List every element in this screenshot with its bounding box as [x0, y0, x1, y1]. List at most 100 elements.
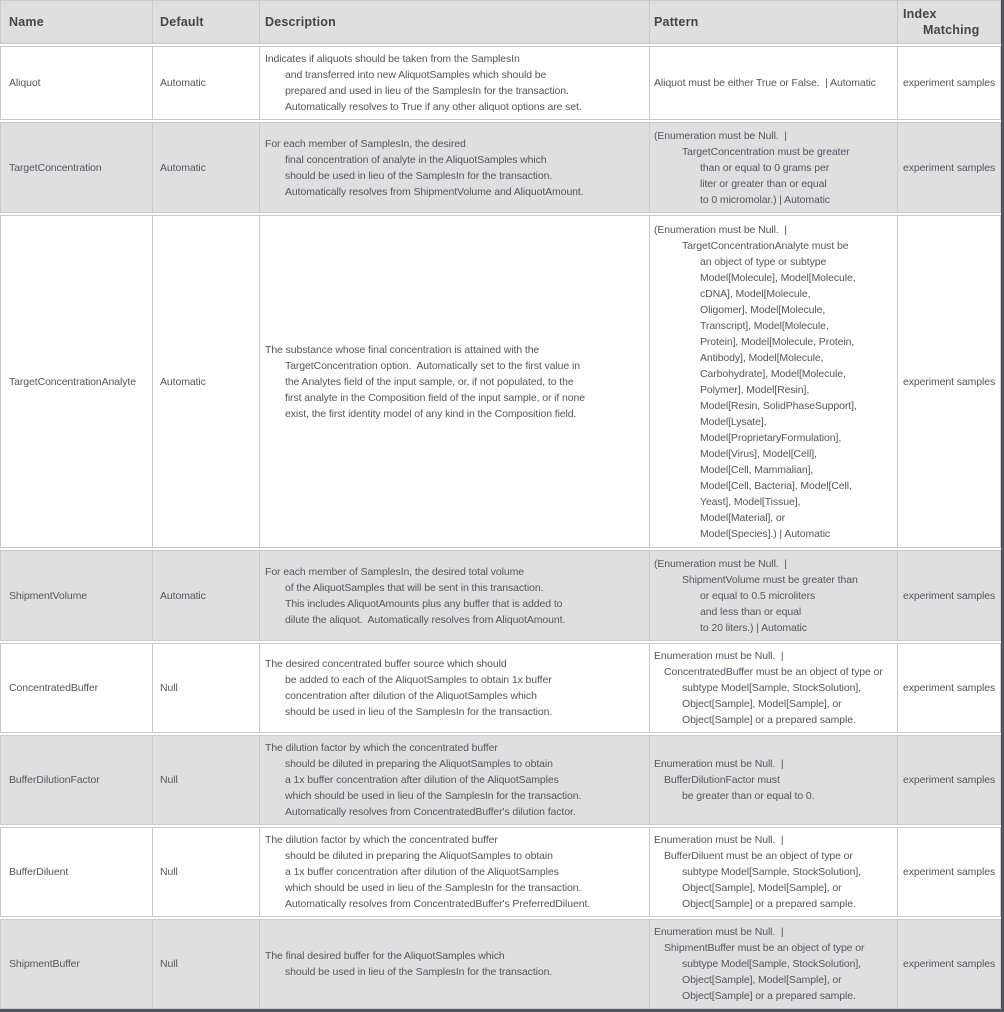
text-line: experiment samples	[903, 77, 996, 89]
text-line: experiment samples	[903, 682, 996, 694]
text-line: Object[Sample], Model[Sample], or	[682, 698, 842, 710]
text-line: should be used in lieu of the SamplesIn …	[285, 169, 553, 182]
table-header-row: Name Default Description Pattern Index Matchi…	[0, 0, 1001, 44]
text-line: exist, the first identity model of any k…	[285, 407, 577, 420]
cell-name: BufferDilutionFactor	[0, 735, 153, 825]
text-line: (Enumeration must be Null. |	[654, 223, 787, 236]
text-line: experiment samples	[903, 375, 996, 388]
text-line: TargetConcentrationAnalyte	[9, 375, 136, 388]
text-line: Pattern	[654, 15, 699, 29]
text-line: should be diluted in preparing the Aliqu…	[285, 758, 553, 770]
text-line: Automatically resolves from ShipmentVolu…	[285, 185, 584, 198]
text-line: or equal to 0.5 microliters	[700, 589, 816, 602]
cell-name: ShipmentVolume	[0, 550, 153, 641]
text-line: Object[Sample], Model[Sample], or	[682, 974, 842, 986]
text-line: concentration after dilution of the Aliq…	[285, 690, 537, 702]
cell-description: For each member of SamplesIn, the desire…	[260, 550, 650, 641]
cell-description: Indicates if aliquots should be taken fr…	[260, 46, 650, 120]
text-line: TargetConcentration must be greater	[682, 145, 850, 158]
cell-name: ConcentratedBuffer	[0, 643, 153, 733]
text-line: TargetConcentration option. Automaticall…	[285, 359, 580, 372]
cell-pattern: Enumeration must be Null. | ShipmentBuffe…	[650, 919, 898, 1009]
text-line: be added to each of the AliquotSamples t…	[285, 674, 552, 686]
text-line: Enumeration must be Null. |	[654, 650, 784, 662]
text-line: a 1x buffer concentration after dilution…	[285, 774, 559, 786]
text-line: Indicates if aliquots should be taken fr…	[265, 53, 520, 65]
cell-index-matching: experiment samples	[898, 735, 1001, 825]
text-line: dilute the aliquot. Automatically resolv…	[285, 613, 566, 626]
cell-index-matching: experiment samples	[898, 827, 1001, 917]
cell-pattern: (Enumeration must be Null. | ShipmentVolu…	[650, 550, 898, 641]
cell-pattern: Enumeration must be Null. | BufferDilutio…	[650, 735, 898, 825]
cell-description: The dilution factor by which the concent…	[260, 827, 650, 917]
text-line: Model[Species].) | Automatic	[700, 527, 831, 540]
text-line: Transcript], Model[Molecule,	[700, 319, 829, 332]
table-row: BufferDilutionFactor Null The dilution fac…	[0, 735, 1001, 825]
cell-default: Null	[153, 827, 260, 917]
column-header-description: Description	[260, 0, 650, 44]
text-line: Description	[265, 15, 336, 29]
text-line: should be used in lieu of the SamplesIn …	[285, 966, 553, 978]
cell-name: BufferDiluent	[0, 827, 153, 917]
cell-description: The substance whose final concentration …	[260, 215, 650, 548]
text-line: cDNA], Model[Molecule,	[700, 287, 811, 300]
text-line: ConcentratedBuffer	[9, 682, 99, 694]
text-line: Null	[160, 774, 178, 786]
cell-description: The final desired buffer for the Aliquot…	[260, 919, 650, 1009]
cell-index-matching: experiment samples	[898, 215, 1001, 548]
text-line: and transferred into new AliquotSamples …	[285, 69, 547, 81]
text-line: ConcentratedBuffer must be an object of …	[664, 666, 883, 678]
cell-pattern: Aliquot must be either True or False. | …	[650, 46, 898, 120]
text-line: subtype Model[Sample, StockSolution],	[682, 866, 861, 878]
cell-description: For each member of SamplesIn, the desire…	[260, 122, 650, 213]
text-line: final concentration of analyte in the Al…	[285, 153, 547, 166]
text-line: Model[Material], or	[700, 511, 786, 524]
cell-name: TargetConcentration	[0, 122, 153, 213]
text-line: the Analytes field of the input sample, …	[285, 375, 574, 388]
text-line: Polymer], Model[Resin],	[700, 383, 810, 396]
column-header-name: Name	[0, 0, 153, 44]
text-line: Model[Lysate],	[700, 415, 767, 428]
column-header-index: Index Matching	[898, 0, 1001, 44]
text-line: experiment samples	[903, 958, 996, 970]
cell-pattern: Enumeration must be Null. | ConcentratedB…	[650, 643, 898, 733]
text-line: to 20 liters.) | Automatic	[700, 621, 807, 634]
cell-index-matching: experiment samples	[898, 122, 1001, 213]
text-line: subtype Model[Sample, StockSolution],	[682, 958, 861, 970]
cell-name: TargetConcentrationAnalyte	[0, 215, 153, 548]
text-line: Object[Sample] or a prepared sample.	[682, 898, 856, 910]
text-line: Model[Cell, Mammalian],	[700, 463, 814, 476]
text-line: For each member of SamplesIn, the desire…	[265, 565, 524, 578]
text-line: Carbohydrate], Model[Molecule,	[700, 367, 846, 380]
text-line: Model[Molecule], Model[Molecule,	[700, 271, 856, 284]
text-line: Default	[160, 15, 204, 29]
text-line: This includes AliquotAmounts plus any bu…	[285, 597, 563, 610]
text-line: experiment samples	[903, 774, 996, 786]
text-line: Enumeration must be Null. |	[654, 834, 784, 846]
text-line: Matching	[923, 23, 980, 37]
cell-index-matching: experiment samples	[898, 919, 1001, 1009]
text-line: (Enumeration must be Null. |	[654, 129, 787, 142]
text-line: than or equal to 0 grams per	[700, 161, 830, 174]
text-line: Enumeration must be Null. |	[654, 758, 784, 770]
text-line: Protein], Model[Molecule, Protein,	[700, 335, 855, 348]
text-line: Model[Resin, SolidPhaseSupport],	[700, 399, 857, 412]
cell-default: Null	[153, 643, 260, 733]
cell-default: Automatic	[153, 46, 260, 120]
table-row: TargetConcentrationAnalyte Automatic The s…	[0, 215, 1001, 548]
text-line: The dilution factor by which the concent…	[265, 742, 498, 754]
text-line: ShipmentBuffer	[9, 958, 80, 970]
text-line: The final desired buffer for the Aliquot…	[265, 950, 505, 962]
cell-index-matching: experiment samples	[898, 46, 1001, 120]
text-line: Model[Virus], Model[Cell],	[700, 447, 817, 460]
text-line: ShipmentBuffer must be an object of type…	[664, 942, 865, 954]
text-line: ShipmentVolume	[9, 589, 87, 602]
cell-index-matching: experiment samples	[898, 643, 1001, 733]
column-header-default: Default	[153, 0, 260, 44]
text-line: TargetConcentrationAnalyte must be	[682, 239, 849, 252]
cell-default: Automatic	[153, 215, 260, 548]
text-line: Model[Cell, Bacteria], Model[Cell,	[700, 479, 852, 492]
table-row: TargetConcentration Automatic For each mem…	[0, 122, 1001, 213]
text-line: BufferDiluent	[9, 866, 69, 878]
